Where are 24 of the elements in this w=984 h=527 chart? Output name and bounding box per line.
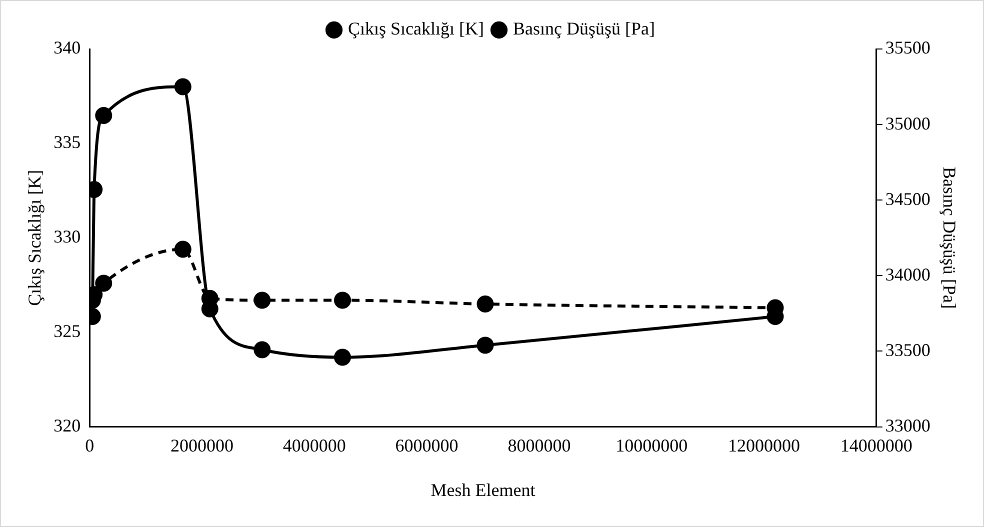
x-tick-label: 12000000 bbox=[728, 435, 800, 456]
y2-tick-label: 33500 bbox=[885, 340, 930, 360]
legend-label: Basınç Düşüşü [Pa] bbox=[513, 18, 656, 39]
x-axis-title: Mesh Element bbox=[430, 480, 536, 500]
y-tick-label: 330 bbox=[54, 226, 81, 247]
y2-axis-title: Basınç Düşüşü [Pa] bbox=[939, 166, 960, 309]
y-tick-label: 320 bbox=[54, 416, 81, 436]
y2-tick-label: 34500 bbox=[885, 188, 930, 209]
y2-tick-label: 35500 bbox=[885, 38, 930, 58]
y-tick-label: 340 bbox=[54, 38, 81, 58]
x-tick-label: 6000000 bbox=[395, 435, 458, 456]
y-axis-title: Çıkış Sıcaklığı [K] bbox=[24, 170, 45, 306]
x-tick-label: 0 bbox=[85, 435, 94, 456]
y-tick-label: 335 bbox=[54, 132, 81, 152]
legend-label: Çıkış Sıcaklığı [K] bbox=[348, 18, 484, 39]
x-tick-label: 14000000 bbox=[840, 435, 912, 456]
x-tick-label: 2000000 bbox=[170, 435, 234, 456]
x-tick-label: 10000000 bbox=[616, 435, 688, 456]
x-tick-label: 4000000 bbox=[282, 435, 346, 456]
y2-tick-label: 33000 bbox=[885, 416, 930, 436]
y-tick-label: 325 bbox=[54, 321, 81, 342]
x-tick-label: 8000000 bbox=[508, 435, 571, 456]
y2-tick-label: 34000 bbox=[885, 264, 930, 284]
y2-tick-label: 35000 bbox=[885, 113, 930, 134]
